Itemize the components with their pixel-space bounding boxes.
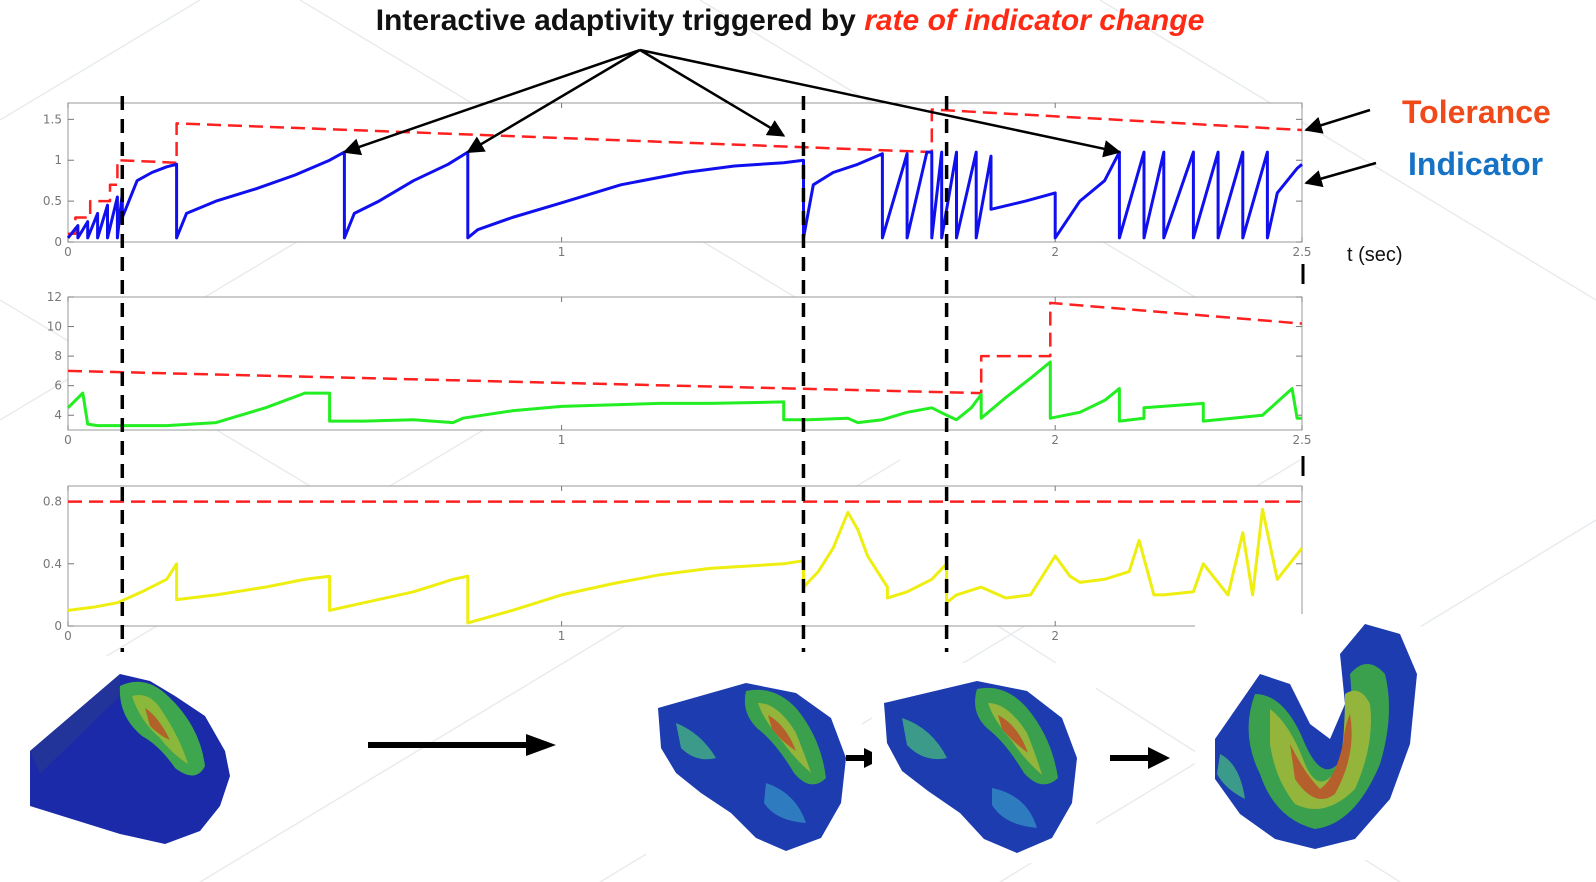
plot-frame <box>67 485 1303 627</box>
y-tick-label: 0.4 <box>43 557 62 571</box>
y-tick-label: 0.8 <box>43 495 62 509</box>
x-tick-label: 1 <box>558 245 566 259</box>
tolerance-arrow <box>1304 108 1371 134</box>
y-tick-label: 1.5 <box>43 112 62 126</box>
x-tick-label: 0 <box>64 629 72 643</box>
headline: Interactive adaptivity triggered by rate… <box>0 4 1580 38</box>
plot-series <box>66 108 1304 625</box>
annotation-arrow <box>639 48 1122 158</box>
indicator-label: Indicator <box>1408 146 1544 182</box>
headline-prefix: Interactive adaptivity triggered by <box>375 4 865 37</box>
x-tick-label: 0 <box>64 245 72 259</box>
x-tick-label: 2.5 <box>1292 245 1311 259</box>
adapted-mesh-image-3 <box>1195 614 1421 860</box>
y-tick-label: 8 <box>54 349 62 363</box>
x-tick-label: 0 <box>64 433 72 447</box>
x-tick-label: 2 <box>1051 433 1059 447</box>
series-line-3-2 <box>67 507 1304 625</box>
headline-emphasis: rate of indicator change <box>864 4 1205 37</box>
adapted-mesh-image-2 <box>872 663 1096 863</box>
indicator-arrow <box>1304 161 1377 188</box>
adaptation-markers <box>120 96 1305 654</box>
series-line-2-2 <box>66 360 1302 428</box>
x-tick-label: 1 <box>558 433 566 447</box>
y-tick-label: 12 <box>47 290 62 304</box>
series-line-2-1 <box>67 301 1303 395</box>
y-tick-label: 1 <box>54 153 62 167</box>
annotation-arrow <box>639 48 786 137</box>
plot-frame <box>67 296 1303 431</box>
y-tick-label: 6 <box>54 379 62 393</box>
annotation-arrow <box>342 48 641 156</box>
long-arrow <box>368 734 556 756</box>
time-axis-unit: t (sec) <box>1347 244 1403 266</box>
x-tick-label: 2 <box>1051 629 1059 643</box>
x-tick-label: 2 <box>1051 245 1059 259</box>
y-tick-label: 4 <box>54 408 62 422</box>
x-tick-label: 2.5 <box>1292 433 1311 447</box>
series-line-1-1 <box>68 108 1303 236</box>
short-arrow-2 <box>1110 747 1170 769</box>
tolerance-label: Tolerance <box>1402 94 1551 130</box>
initial-mesh-image <box>0 656 240 856</box>
adapted-mesh-image-1 <box>646 663 862 863</box>
y-tick-label: 0 <box>54 619 62 633</box>
y-tick-label: 0.5 <box>43 194 62 208</box>
y-tick-label: 10 <box>47 320 62 334</box>
annotation-arrow <box>466 48 641 154</box>
x-tick-label: 1 <box>558 629 566 643</box>
series-line-1-2 <box>66 150 1303 240</box>
y-tick-label: 0 <box>54 235 62 249</box>
annotation-arrows <box>342 48 1377 188</box>
